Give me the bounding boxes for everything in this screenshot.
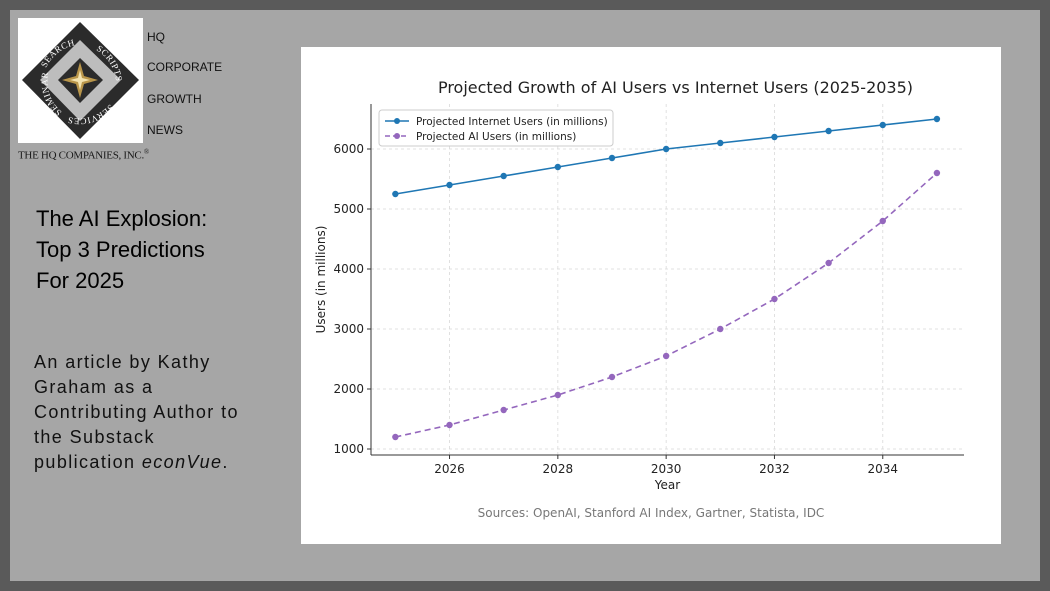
y-tick-label: 4000 <box>333 262 364 276</box>
series-2-point <box>554 391 562 399</box>
x-tick-label: 2026 <box>434 462 465 476</box>
series-1-point <box>825 127 832 135</box>
series-2-point <box>825 259 832 267</box>
series-2-point <box>500 406 507 414</box>
x-tick-label: 2034 <box>867 462 898 476</box>
y-tick-label: 3000 <box>333 322 364 336</box>
series-1-point <box>933 115 941 123</box>
series-2-point <box>771 295 778 303</box>
series-2-point <box>933 169 941 177</box>
hq-logo: SEARCH SCRIPTS SERVICES SEMINARS <box>15 10 143 143</box>
hq-logo-diamond-icon: SEARCH SCRIPTS SERVICES SEMINARS <box>15 10 139 139</box>
y-tick-label: 1000 <box>333 442 364 456</box>
y-tick-label: 5000 <box>333 202 364 216</box>
series-2-point <box>662 352 670 360</box>
legend-marker-1 <box>394 118 400 124</box>
x-tick-label: 2030 <box>651 462 682 476</box>
x-axis-label: Year <box>654 478 680 492</box>
series-1-point <box>392 190 399 198</box>
chart-title: Projected Growth of AI Users vs Internet… <box>438 78 913 97</box>
logo-word-news: NEWS <box>147 123 183 137</box>
logo-word-corporate: CORPORATE <box>147 60 223 74</box>
series-2-point <box>446 421 453 429</box>
chart-sources: Sources: OpenAI, Stanford AI Index, Gart… <box>477 506 825 520</box>
series-1-point <box>608 154 616 162</box>
x-tick-label: 2028 <box>543 462 574 476</box>
series-1-point <box>446 181 453 189</box>
series-1-point <box>662 145 670 153</box>
publication-name: econVue <box>141 452 223 472</box>
logo-word-hq: HQ <box>147 30 165 44</box>
x-tick-label: 2032 <box>759 462 790 476</box>
headline-line: The AI Explosion: <box>36 206 208 231</box>
series-2-point <box>392 433 399 441</box>
y-tick-label: 6000 <box>333 142 364 156</box>
company-name: THE HQ COMPANIES, INC.® <box>18 148 149 162</box>
headline-line: Top 3 Predictions <box>36 237 205 262</box>
line-chart: 2026 2028 2030 2032 2034 1000 2000 3000 4000 5000… <box>314 78 964 492</box>
article-headline: The AI Explosion: Top 3 Predictions For … <box>36 203 266 296</box>
series-1-point <box>717 139 724 147</box>
series-1-point <box>771 133 778 141</box>
series-2-point <box>717 325 724 333</box>
logo-word-growth: GROWTH <box>147 92 202 106</box>
legend-box <box>378 109 614 147</box>
legend-label-1: Projected Internet Users (in millions) <box>416 116 608 128</box>
chart-panel: 2026 2028 2030 2032 2034 1000 2000 3000 4000 5000… <box>301 47 1001 544</box>
article-byline: An article by Kathy Graham as a Contribu… <box>34 350 259 475</box>
series-2-point <box>879 217 886 225</box>
headline-line: For 2025 <box>36 268 125 293</box>
byline-text: An article by Kathy Graham as a Contribu… <box>34 352 239 472</box>
legend-marker-2 <box>394 133 400 139</box>
series-1-point <box>554 163 562 171</box>
legend-label-2: Projected AI Users (in millions) <box>416 131 576 143</box>
byline-end: . <box>222 452 229 472</box>
registered-mark: ® <box>143 148 149 156</box>
series-2-point <box>608 373 616 381</box>
series-1-point <box>500 172 507 180</box>
slide: SEARCH SCRIPTS SERVICES SEMINARS THE HQ … <box>10 10 1040 581</box>
y-tick-label: 2000 <box>333 382 364 396</box>
y-axis-label: Users (in millions) <box>314 226 328 334</box>
series-1-point <box>879 121 886 129</box>
